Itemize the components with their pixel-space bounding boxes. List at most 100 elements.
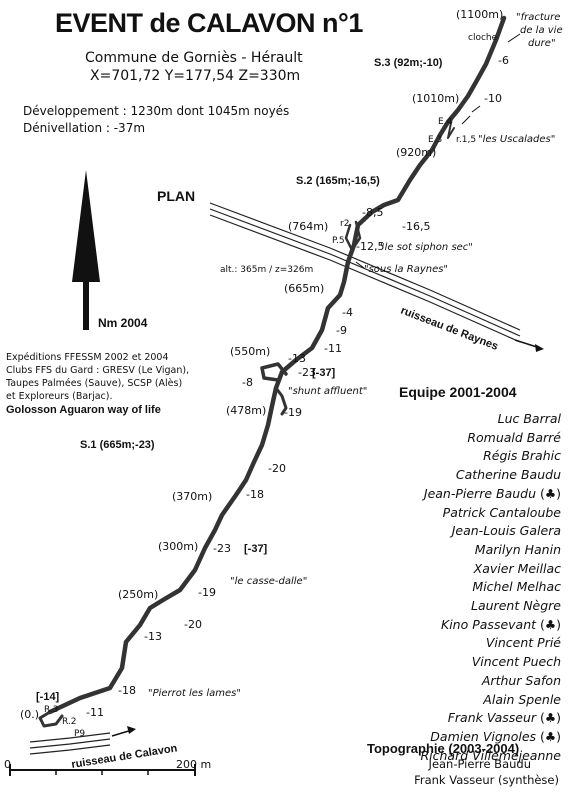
team-member-name: Damien Vignoles bbox=[430, 728, 537, 744]
team-member: Romuald Barré bbox=[467, 430, 561, 445]
team-member-name: Vincent Puech bbox=[471, 654, 561, 670]
depth-label: -9 bbox=[336, 324, 347, 337]
depth-label: -6 bbox=[498, 54, 509, 67]
team-member-name: Luc Barral bbox=[497, 411, 561, 426]
cave-passage bbox=[38, 15, 507, 728]
team-member: Michel Melhac bbox=[472, 579, 561, 594]
station-label: P.5 bbox=[332, 236, 345, 246]
depth-label: -19 bbox=[284, 406, 302, 419]
expeditions-line: Expéditions FFESSM 2002 et 2004 bbox=[6, 352, 169, 363]
team-member: Luc Barral bbox=[498, 411, 561, 426]
distance-label: (550m) bbox=[230, 345, 270, 358]
station-label: E.4 bbox=[438, 117, 453, 127]
station-label: cloche bbox=[468, 33, 498, 43]
depth-label: -19 bbox=[198, 586, 216, 599]
golosson-tagline: Golosson Aguaron way of life bbox=[6, 404, 161, 416]
pointer-arrow-icon bbox=[355, 33, 521, 269]
team-member-name: Patrick Cantaloube bbox=[442, 504, 561, 520]
distance-label: (300m) bbox=[158, 540, 198, 553]
depth-label: -13 bbox=[144, 630, 162, 643]
team-member-name: Xavier Meillac bbox=[473, 560, 561, 576]
team-member-name: Vincent Prié bbox=[485, 635, 561, 651]
diver-icon: (♣) bbox=[540, 710, 561, 726]
section-label-s2: S.2 (165m;-16,5) bbox=[296, 175, 380, 187]
stream-label-raynes: ruisseau de Raynes bbox=[399, 305, 500, 353]
station-label: r2 bbox=[340, 219, 349, 229]
depth-label: -20 bbox=[184, 618, 202, 631]
depth-label: -10 bbox=[484, 92, 502, 105]
coordinates: X=701,72 Y=177,54 Z=330m bbox=[90, 68, 301, 84]
depth-label: -12,5 bbox=[356, 240, 384, 253]
team-member: Jean-Louis Galera bbox=[452, 523, 561, 538]
plan-label: PLAN bbox=[157, 188, 196, 204]
bracket-depth-label: [-14] bbox=[36, 691, 60, 703]
raynes-stream bbox=[209, 202, 521, 343]
distance-label: (764m) bbox=[288, 220, 328, 233]
topography-line: Jean-Pierre Baudu bbox=[428, 757, 531, 771]
team-member-name: Régis Brahic bbox=[483, 448, 561, 464]
team-member: Xavier Meillac bbox=[474, 561, 561, 576]
station-label: r.1,5 bbox=[456, 135, 476, 145]
map-title: EVENT de CALAVON n°1 bbox=[55, 8, 363, 38]
scale-end-label: 200 m bbox=[176, 758, 211, 771]
team-member: Kino Passevant (♣) bbox=[441, 617, 561, 632]
team-title: Equipe 2001-2004 bbox=[399, 384, 517, 400]
depth-label: -11 bbox=[324, 342, 342, 355]
team-member-name: Romuald Barré bbox=[467, 429, 561, 445]
section-label-s1: S.1 (665m;-23) bbox=[80, 439, 155, 451]
stream-arrow-icon bbox=[111, 726, 136, 737]
denivellation-text: Dénivellation : -37m bbox=[23, 121, 146, 135]
diver-icon: (♣) bbox=[540, 485, 561, 501]
team-member-name: Arthur Safon bbox=[481, 672, 561, 688]
team-member-name: Michel Melhac bbox=[472, 579, 561, 595]
depth-label: -23 bbox=[298, 366, 316, 379]
place-label: dure" bbox=[528, 38, 556, 49]
section-label-s3: S.3 (92m;-10) bbox=[374, 57, 443, 69]
team-member: Laurent Nègre bbox=[471, 598, 561, 613]
topography-line: Frank Vasseur (synthèse) bbox=[414, 773, 559, 787]
team-member-name: Richard Villemejeanne bbox=[420, 747, 561, 763]
expeditions-line: Clubs FFS du Gard : GRESV (Le Vigan), bbox=[6, 365, 190, 376]
team-member: Frank Vasseur (♣) bbox=[448, 710, 561, 725]
depth-label: -23 bbox=[213, 542, 231, 555]
diver-icon: (♣) bbox=[540, 616, 561, 632]
altitude-label: alt.: 365m / z=326m bbox=[220, 265, 313, 275]
depth-label: -18 bbox=[246, 488, 264, 501]
distance-label: (1010m) bbox=[412, 92, 459, 105]
team-member: Patrick Cantaloube bbox=[443, 505, 561, 520]
expeditions-line: et Exploreurs (Barjac). bbox=[6, 391, 113, 402]
depth-label: -11 bbox=[86, 706, 104, 719]
team-member: Marilyn Hanin bbox=[475, 542, 561, 557]
depth-label: -18 bbox=[118, 684, 136, 697]
depth-label: -13 bbox=[288, 352, 306, 365]
stream-arrow-icon bbox=[514, 339, 544, 352]
topography-title: Topographie (2003-2004) bbox=[367, 741, 520, 756]
team-member: Damien Vignoles (♣) bbox=[430, 729, 561, 744]
team-member: Régis Brahic bbox=[483, 448, 561, 463]
team-member: Jean-Pierre Baudu (♣) bbox=[424, 486, 561, 501]
team-member-name: Laurent Nègre bbox=[471, 598, 561, 613]
team-member-name: Marilyn Hanin bbox=[474, 541, 561, 557]
team-member: Catherine Baudu bbox=[456, 467, 561, 482]
team-member-name: Jean-Louis Galera bbox=[451, 523, 561, 539]
expeditions-line: Taupes Palmées (Sauve), SCSP (Alès) bbox=[6, 378, 183, 389]
diver-icon: (♣) bbox=[540, 728, 561, 744]
station-label: R.3 bbox=[44, 705, 59, 715]
team-member-name: Alain Spenle bbox=[483, 691, 561, 707]
depth-label: -4 bbox=[342, 306, 353, 319]
team-member-name: Jean-Pierre Baudu bbox=[423, 485, 537, 501]
team-member: Vincent Prié bbox=[486, 635, 561, 650]
team-member-name: Kino Passevant bbox=[441, 616, 537, 632]
depth-label: -8,5 bbox=[362, 206, 383, 219]
place-label: "sous la Raynes" bbox=[364, 264, 448, 275]
team-member: Vincent Puech bbox=[472, 654, 561, 669]
scale-start-label: 0 bbox=[4, 758, 11, 771]
development-text: Développement : 1230m dont 1045m noyés bbox=[23, 104, 290, 118]
team-member: Alain Spenle bbox=[483, 692, 561, 707]
place-label: "le sot siphon sec" bbox=[380, 242, 473, 253]
bracket-depth-label: [-37] bbox=[244, 543, 268, 555]
place-label: "shunt affluent" bbox=[288, 386, 367, 397]
scale-bar bbox=[9, 764, 196, 776]
distance-label: (665m) bbox=[284, 282, 324, 295]
